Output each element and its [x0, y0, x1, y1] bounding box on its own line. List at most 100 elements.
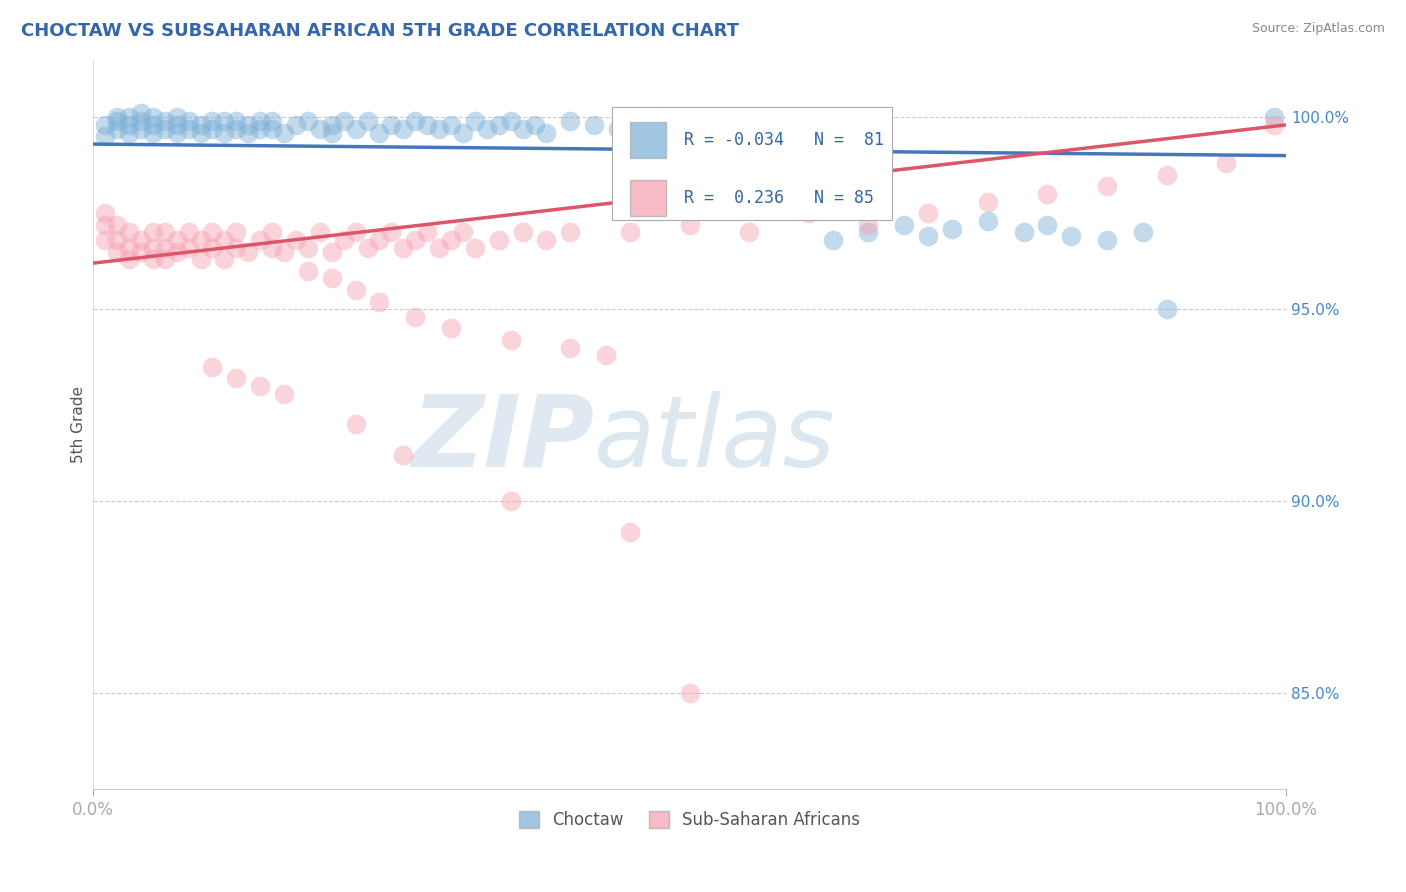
Text: Source: ZipAtlas.com: Source: ZipAtlas.com: [1251, 22, 1385, 36]
Point: [1263, 110, 1285, 124]
Point: [344, 283, 367, 297]
Point: [273, 244, 295, 259]
Point: [118, 118, 141, 132]
Point: [536, 126, 558, 140]
Point: [273, 386, 295, 401]
Point: [153, 241, 176, 255]
Point: [225, 371, 247, 385]
Point: [678, 686, 700, 700]
Point: [1060, 229, 1083, 244]
Point: [166, 244, 188, 259]
Point: [917, 206, 939, 220]
Point: [427, 121, 450, 136]
Point: [201, 241, 224, 255]
Point: [297, 264, 319, 278]
Point: [464, 241, 486, 255]
Point: [249, 233, 271, 247]
Point: [893, 218, 915, 232]
Point: [941, 221, 963, 235]
Point: [464, 114, 486, 128]
Point: [153, 114, 176, 128]
Point: [738, 121, 761, 136]
Point: [392, 121, 415, 136]
Point: [142, 126, 165, 140]
Point: [238, 244, 260, 259]
Point: [368, 233, 391, 247]
Bar: [612, 107, 893, 220]
Point: [619, 524, 641, 539]
Point: [190, 118, 212, 132]
Point: [249, 379, 271, 393]
Point: [118, 252, 141, 267]
Point: [536, 233, 558, 247]
Point: [977, 214, 1000, 228]
Point: [284, 233, 307, 247]
Text: R =  0.236   N = 85: R = 0.236 N = 85: [683, 189, 873, 207]
Point: [595, 348, 617, 362]
Point: [560, 114, 582, 128]
Point: [166, 126, 188, 140]
Point: [404, 233, 426, 247]
Point: [917, 229, 939, 244]
Point: [129, 114, 152, 128]
Point: [1156, 168, 1178, 182]
Point: [678, 218, 700, 232]
Point: [190, 252, 212, 267]
Point: [262, 114, 284, 128]
Point: [153, 226, 176, 240]
Point: [631, 126, 654, 140]
Point: [284, 118, 307, 132]
Point: [166, 233, 188, 247]
Point: [225, 121, 247, 136]
Point: [1215, 156, 1237, 170]
Point: [1095, 179, 1118, 194]
Point: [105, 114, 128, 128]
Point: [977, 194, 1000, 209]
Point: [321, 126, 343, 140]
Point: [440, 118, 463, 132]
Text: R = -0.034   N =  81: R = -0.034 N = 81: [683, 131, 883, 149]
Point: [105, 110, 128, 124]
Point: [702, 118, 724, 132]
Bar: [630, 121, 665, 158]
Point: [177, 121, 200, 136]
Point: [738, 226, 761, 240]
Point: [190, 233, 212, 247]
Point: [214, 114, 236, 128]
Point: [214, 252, 236, 267]
Point: [118, 126, 141, 140]
Point: [499, 494, 522, 508]
Point: [356, 241, 378, 255]
Point: [380, 226, 402, 240]
Point: [118, 226, 141, 240]
Point: [380, 118, 402, 132]
Point: [142, 241, 165, 255]
Point: [308, 121, 330, 136]
Point: [607, 121, 630, 136]
Point: [238, 126, 260, 140]
Point: [94, 233, 117, 247]
Point: [142, 118, 165, 132]
Point: [225, 114, 247, 128]
Point: [797, 121, 820, 136]
Point: [321, 244, 343, 259]
Point: [166, 118, 188, 132]
Point: [821, 233, 844, 247]
Point: [499, 333, 522, 347]
Point: [332, 114, 354, 128]
Point: [1132, 226, 1154, 240]
Point: [129, 244, 152, 259]
Point: [512, 121, 534, 136]
Point: [344, 226, 367, 240]
Point: [619, 226, 641, 240]
Point: [94, 218, 117, 232]
Point: [249, 121, 271, 136]
Point: [225, 241, 247, 255]
Text: ZIP: ZIP: [411, 391, 595, 488]
Point: [129, 121, 152, 136]
Point: [356, 114, 378, 128]
Point: [488, 118, 510, 132]
Point: [201, 359, 224, 374]
Point: [166, 110, 188, 124]
Point: [262, 241, 284, 255]
